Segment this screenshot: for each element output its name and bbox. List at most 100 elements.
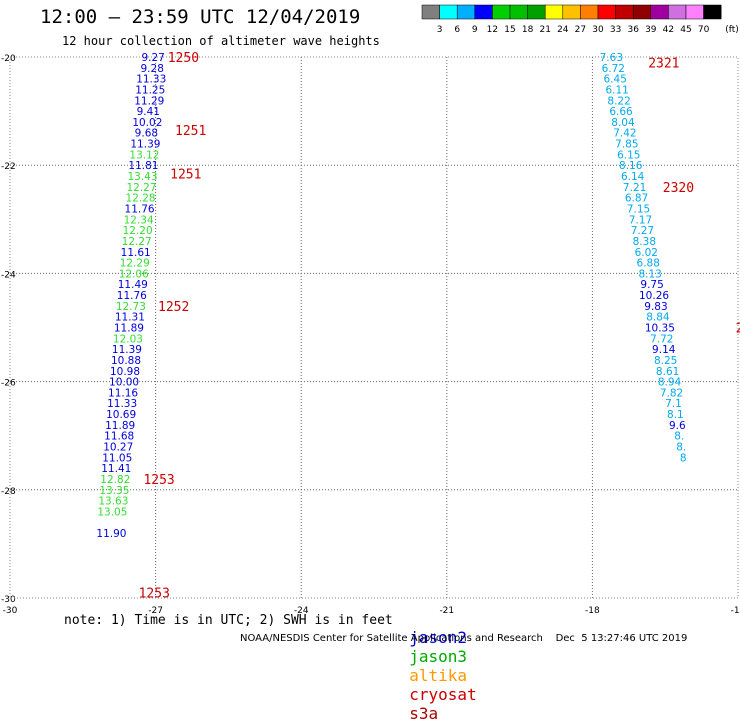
wave-height-value: 11.49 <box>118 279 148 291</box>
wave-height-value: 8.38 <box>633 236 656 248</box>
colorbar-label: 6 <box>454 25 460 35</box>
wave-height-value: 6.87 <box>625 193 648 205</box>
wave-height-value: 6.14 <box>621 171 645 183</box>
wave-height-value: 6.88 <box>637 258 660 270</box>
wave-height-value: 12.03 <box>113 333 143 345</box>
wave-height-value: 13.12 <box>129 149 159 161</box>
wave-height-value: 7.15 <box>627 203 650 215</box>
colorbar-label: 9 <box>472 25 478 35</box>
colorbar-label: 15 <box>504 25 515 35</box>
wave-height-value: 7.27 <box>631 225 654 237</box>
colorbar-label: 36 <box>627 25 639 35</box>
colorbar-label: 70 <box>698 25 710 35</box>
wave-height-value: 10.69 <box>106 409 136 421</box>
wave-height-value: 12.28 <box>126 193 156 205</box>
colorbar-label: 42 <box>663 25 674 35</box>
wave-height-value: 8.61 <box>656 366 679 378</box>
time-label: 1253 <box>143 473 174 488</box>
wave-height-value: 8.16 <box>619 160 643 172</box>
wave-height-value: 10.35 <box>645 323 675 335</box>
wave-height-value: 6.45 <box>604 74 627 86</box>
time-label: 2320 <box>663 181 694 196</box>
wave-height-value: 13.35 <box>99 485 129 497</box>
wave-height-value: 11.89 <box>114 323 144 335</box>
wave-height-value: 10.27 <box>103 442 133 454</box>
satellite-legend: jason2 jason3 altika cryosat s3a <box>390 609 477 723</box>
wave-height-value: 6.15 <box>617 149 640 161</box>
wave-height-value: 7.42 <box>613 128 636 140</box>
wave-height-plot: -30 -27 -24 -21 -18 -15 -20 -22 -24 -26 -28 -30 9.27… <box>1 51 740 616</box>
y-tick-label: -30 <box>1 595 16 605</box>
wave-height-value: 11.33 <box>136 74 166 86</box>
y-tick-label: -24 <box>1 270 16 280</box>
colorbar-label: 39 <box>645 25 657 35</box>
x-tick-label: -27 <box>148 606 163 616</box>
legend-cryosat: cryosat <box>409 685 477 704</box>
wave-height-value: 8.84 <box>646 312 670 324</box>
colorbar-label: 24 <box>557 25 569 35</box>
y-tick-label: -22 <box>1 162 16 172</box>
wave-height-value: 7.85 <box>615 139 638 151</box>
wave-height-value: 8.94 <box>658 377 682 389</box>
wave-height-value: 11.29 <box>134 95 164 107</box>
wave-height-value: 6.02 <box>635 247 658 259</box>
wave-height-value: 8 <box>680 452 687 464</box>
colorbar-label: 30 <box>592 25 604 35</box>
x-tick-label: -15 <box>731 606 740 616</box>
wave-height-value: 11.61 <box>121 247 151 259</box>
wave-height-value: 12.73 <box>116 301 146 313</box>
wave-height-value: 8.04 <box>611 117 635 129</box>
wave-height-value: 9.75 <box>640 279 663 291</box>
x-tick-label: -24 <box>294 606 309 616</box>
wave-height-value: 12.34 <box>124 214 154 226</box>
wave-height-value: 12.06 <box>119 268 149 280</box>
wave-height-value: 10.88 <box>111 355 141 367</box>
x-tick-label: -21 <box>439 606 454 616</box>
wave-height-value: 12.82 <box>100 474 130 486</box>
wave-height-value: 13.63 <box>98 496 128 508</box>
wave-height-value: 13.43 <box>127 171 157 183</box>
wave-height-value: 10.26 <box>639 290 669 302</box>
wave-height-value: 9.83 <box>644 301 667 313</box>
legend-jason2: jason2 <box>409 628 468 647</box>
wave-height-value: 7.82 <box>660 387 683 399</box>
legend-s3a: s3a <box>409 704 439 723</box>
wave-height-value: 11.16 <box>108 387 138 399</box>
wave-height-value: 9.41 <box>137 106 160 118</box>
time-label: 1252 <box>158 300 189 315</box>
wave-height-value: 8.1 <box>667 409 684 421</box>
wave-height-value: 11.05 <box>102 452 132 464</box>
wave-height-value: 11.25 <box>135 84 165 96</box>
colorbar-label: 21 <box>539 25 550 35</box>
time-label: 1251 <box>170 167 201 182</box>
wave-height-value: 11.68 <box>104 431 134 443</box>
colorbar-label: 33 <box>610 25 621 35</box>
wave-height-value: 6.72 <box>602 63 625 75</box>
colorbar: 3 6 9 12 15 18 21 24 27 30 33 36 39 42 45 70 (ft) <box>421 4 739 35</box>
wave-height-value: 11.41 <box>101 463 131 475</box>
y-tick-label: -28 <box>1 487 16 497</box>
wave-height-value: 11.76 <box>125 203 155 215</box>
time-label: 1250 <box>168 51 199 66</box>
wave-height-value: 7.72 <box>650 333 673 345</box>
wave-height-value: 11.76 <box>117 290 147 302</box>
wave-height-value: 8.13 <box>638 268 661 280</box>
wave-height-value: 7.1 <box>665 398 682 410</box>
y-tick-label: -20 <box>1 54 16 64</box>
wave-height-value: 9.68 <box>135 128 158 140</box>
wave-height-value: 8. <box>676 442 686 454</box>
wave-height-value: 11.31 <box>115 312 145 324</box>
y-tick-label: -26 <box>1 379 16 389</box>
colorbar-label: 18 <box>522 25 534 35</box>
x-tick-label: -18 <box>585 606 600 616</box>
colorbar-label: 3 <box>437 25 443 35</box>
wave-height-value: 10.00 <box>109 377 139 389</box>
wave-height-value: 9.6 <box>669 420 686 432</box>
wave-height-value: 11.89 <box>105 420 135 432</box>
wave-height-value: 11.81 <box>128 160 158 172</box>
wave-height-value: 12.20 <box>123 225 153 237</box>
wave-height-value: 9.14 <box>652 344 676 356</box>
legend-altika: altika <box>409 666 468 685</box>
chart-subtitle: 12 hour collection of altimeter wave hei… <box>62 34 380 48</box>
wave-height-value: 12.29 <box>120 258 150 270</box>
